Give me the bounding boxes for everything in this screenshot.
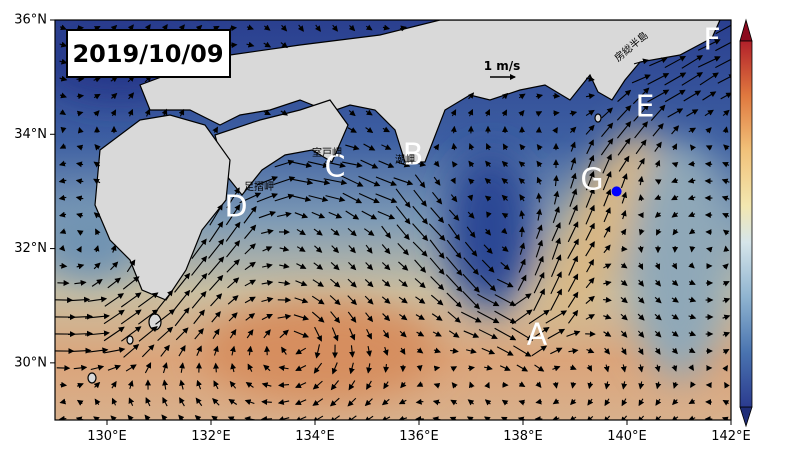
site-label: E — [636, 90, 655, 125]
site-label: F — [703, 23, 720, 58]
current-arrow — [216, 364, 217, 373]
x-tick-label: 132°E — [191, 429, 231, 444]
current-arrow — [77, 96, 83, 97]
current-arrow — [230, 28, 236, 29]
current-arrow — [60, 266, 67, 267]
current-arrow — [553, 96, 559, 97]
y-tick-label: 34°N — [14, 127, 47, 142]
x-tick-label: 136°E — [399, 429, 439, 444]
place-name: 足摺岬 — [244, 180, 274, 193]
scale-label: 1 m/s — [484, 59, 521, 73]
current-arrow — [262, 402, 272, 403]
x-tick-label: 142°E — [711, 429, 751, 444]
x-tick-label: 140°E — [607, 429, 647, 444]
current-arrow — [706, 164, 712, 165]
site-label: D — [224, 190, 247, 225]
current-arrow — [60, 385, 66, 386]
current-arrow — [77, 79, 84, 80]
colorbar-extend-top — [740, 20, 752, 41]
current-arrow — [262, 419, 272, 420]
current-arrow — [435, 368, 439, 369]
colorbar-extend-bottom — [740, 407, 752, 426]
y-tick-label: 30°N — [14, 355, 47, 370]
current-arrow — [726, 247, 727, 252]
x-tick-label: 138°E — [503, 429, 543, 444]
site-label: G — [580, 163, 603, 198]
x-tick-label: 134°E — [295, 429, 335, 444]
y-tick-label: 32°N — [14, 241, 47, 256]
current-arrow — [692, 247, 693, 252]
place-name: 潮岬 — [395, 153, 415, 166]
current-arrow — [522, 227, 523, 237]
site-label: A — [527, 318, 548, 353]
observation-point — [612, 186, 622, 196]
colorbar — [740, 20, 752, 426]
colorbar-scale — [740, 41, 752, 407]
current-arrow — [689, 164, 695, 165]
map-area — [40, 20, 737, 423]
place-name: 室戸岬 — [312, 146, 342, 159]
date-label: 2019/10/09 — [72, 40, 223, 68]
x-tick-label: 130°E — [87, 429, 127, 444]
y-tick-label: 36°N — [14, 13, 47, 28]
